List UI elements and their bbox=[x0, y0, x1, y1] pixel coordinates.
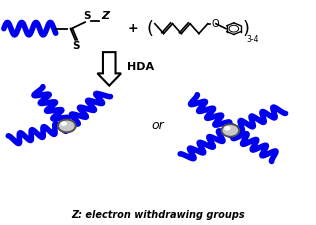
Text: or: or bbox=[152, 119, 164, 133]
Text: Z: Z bbox=[102, 11, 110, 22]
Text: 3-4: 3-4 bbox=[247, 35, 259, 44]
Circle shape bbox=[222, 124, 239, 137]
Text: O: O bbox=[211, 19, 219, 29]
Text: ): ) bbox=[243, 20, 250, 38]
Circle shape bbox=[60, 121, 67, 126]
Text: S: S bbox=[72, 41, 80, 51]
Text: Z: electron withdrawing groups: Z: electron withdrawing groups bbox=[71, 210, 245, 220]
Polygon shape bbox=[97, 52, 121, 86]
Circle shape bbox=[58, 120, 76, 132]
Text: HDA: HDA bbox=[126, 62, 154, 72]
Text: (: ( bbox=[147, 20, 154, 38]
Text: +: + bbox=[128, 22, 138, 35]
Circle shape bbox=[224, 126, 231, 130]
Text: S: S bbox=[83, 11, 90, 22]
Circle shape bbox=[58, 120, 76, 132]
